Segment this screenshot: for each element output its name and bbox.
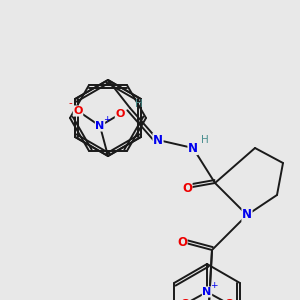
Text: N: N bbox=[188, 142, 198, 154]
Text: O: O bbox=[182, 182, 192, 194]
Text: O: O bbox=[177, 236, 187, 248]
Text: N: N bbox=[153, 134, 163, 146]
Text: O: O bbox=[224, 299, 234, 300]
Text: O: O bbox=[115, 109, 125, 119]
Text: N: N bbox=[95, 121, 105, 131]
Text: O: O bbox=[180, 299, 190, 300]
Text: N: N bbox=[202, 287, 211, 297]
Text: -: - bbox=[68, 98, 72, 108]
Text: +: + bbox=[103, 115, 111, 124]
Text: H: H bbox=[201, 135, 209, 145]
Text: O: O bbox=[73, 106, 83, 116]
Text: H: H bbox=[135, 99, 143, 109]
Text: +: + bbox=[210, 280, 218, 290]
Text: N: N bbox=[242, 208, 252, 221]
